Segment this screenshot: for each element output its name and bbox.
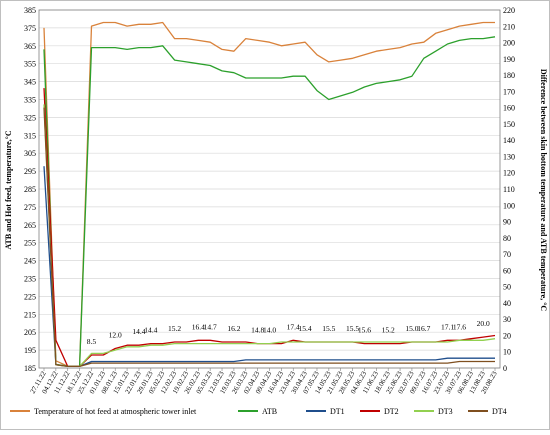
right-tick-label: 170	[503, 87, 515, 96]
data-annotation: 16.2	[227, 324, 240, 333]
right-tick-label: 180	[503, 71, 515, 80]
left-tick-label: 265	[24, 221, 36, 230]
left-tick-label: 235	[24, 275, 36, 284]
right-tick-label: 0	[503, 364, 507, 373]
right-tick-label: 100	[503, 201, 515, 210]
right-tick-label: 70	[503, 250, 511, 259]
right-tick-label: 80	[503, 234, 511, 243]
series-line-dt3	[43, 104, 496, 368]
right-tick-label: 200	[503, 39, 515, 48]
right-tick-label: 130	[503, 152, 515, 161]
data-annotation: 15.4	[299, 324, 312, 333]
right-tick-label: 120	[503, 169, 515, 178]
data-annotation: 17.4	[287, 322, 300, 331]
right-tick-label: 140	[503, 136, 515, 145]
legend-label-dt1: DT1	[330, 407, 345, 416]
legend-label-dt2: DT2	[384, 407, 399, 416]
right-tick-label: 160	[503, 104, 515, 113]
data-annotation: 14.7	[204, 322, 217, 331]
left-tick-label: 295	[24, 167, 36, 176]
right-tick-label: 90	[503, 218, 511, 227]
annotation-layer: 8.5 12.0 14.414.4 15.2 16.414.7 16.2 14.814.0 1…	[87, 319, 490, 346]
data-annotation: 14.0	[263, 326, 276, 335]
data-annotation: 12.0	[109, 330, 122, 339]
left-tick-label: 255	[24, 239, 36, 248]
data-annotation: 15.2	[382, 326, 395, 335]
left-tick-label: 345	[24, 78, 36, 87]
series-line-dt1	[43, 166, 495, 368]
data-annotation: 15.0	[405, 324, 418, 333]
data-annotation: 17.1	[441, 322, 454, 331]
data-annotation: 14.4	[144, 326, 157, 335]
legend: Temperature of hot feed at atmospheric t…	[10, 407, 507, 416]
series-line-atb	[43, 36, 496, 367]
left-tick-label: 285	[24, 185, 36, 194]
right-axis-title: Difference between skin bottom temperatu…	[539, 69, 548, 312]
right-tick-label: 10	[503, 348, 511, 357]
data-annotation: 15.5	[346, 324, 359, 333]
left-tick-label: 365	[24, 42, 36, 51]
right-tick-label: 40	[503, 299, 511, 308]
left-tick-label: 275	[24, 203, 36, 212]
left-tick-label: 315	[24, 131, 36, 140]
left-axis-title: ATB and Hot feed, temperature,°C	[4, 130, 13, 250]
right-tick-label: 210	[503, 22, 515, 31]
left-tick-label: 215	[24, 310, 36, 319]
left-tick-label: 355	[24, 60, 36, 69]
data-annotation: 20.0	[477, 319, 490, 328]
left-tick-label: 245	[24, 257, 36, 266]
left-tick-label: 185	[24, 364, 36, 373]
axis-layer: 185 195 205 215 225 235 245 255 265 275 285 295 305 3…	[24, 6, 515, 395]
legend-label-temperature-of-hot-feed-at-atmospheric-tower-inlet: Temperature of hot feed at atmospheric t…	[34, 407, 197, 416]
data-annotation: 16.4	[192, 322, 205, 331]
series-line-dt4	[43, 107, 495, 368]
series-layer	[43, 21, 496, 368]
series-line-temperature-of-hot-feed-at-atmospheric-tower-inlet	[43, 21, 495, 367]
right-tick-label: 20	[503, 331, 511, 340]
data-annotation: 16.7	[417, 324, 430, 333]
left-tick-label: 195	[24, 346, 36, 355]
data-annotation: 15.6	[358, 326, 371, 335]
right-tick-label: 110	[503, 185, 515, 194]
right-tick-label: 220	[503, 6, 515, 15]
right-tick-label: 50	[503, 283, 511, 292]
left-tick-label: 375	[24, 24, 36, 33]
data-annotation: 14.8	[251, 326, 264, 335]
legend-label-dt4: DT4	[492, 407, 507, 416]
left-tick-label: 225	[24, 292, 36, 301]
data-annotation: 15.5	[322, 324, 335, 333]
legend-label-atb: ATB	[262, 407, 277, 416]
left-tick-label: 305	[24, 149, 36, 158]
left-tick-label: 205	[24, 328, 36, 337]
data-annotation: 15.2	[168, 324, 181, 333]
data-annotation: 17.6	[453, 322, 466, 331]
right-tick-label: 30	[503, 315, 511, 324]
left-tick-label: 325	[24, 113, 36, 122]
grid-layer	[39, 9, 500, 369]
right-tick-label: 190	[503, 55, 515, 64]
left-tick-label: 335	[24, 96, 36, 105]
data-annotation: 14.4	[132, 327, 145, 336]
right-tick-label: 60	[503, 266, 511, 275]
data-annotation: 8.5	[87, 337, 97, 346]
right-tick-label: 150	[503, 120, 515, 129]
left-tick-label: 385	[24, 6, 36, 15]
legend-label-dt3: DT3	[438, 407, 453, 416]
